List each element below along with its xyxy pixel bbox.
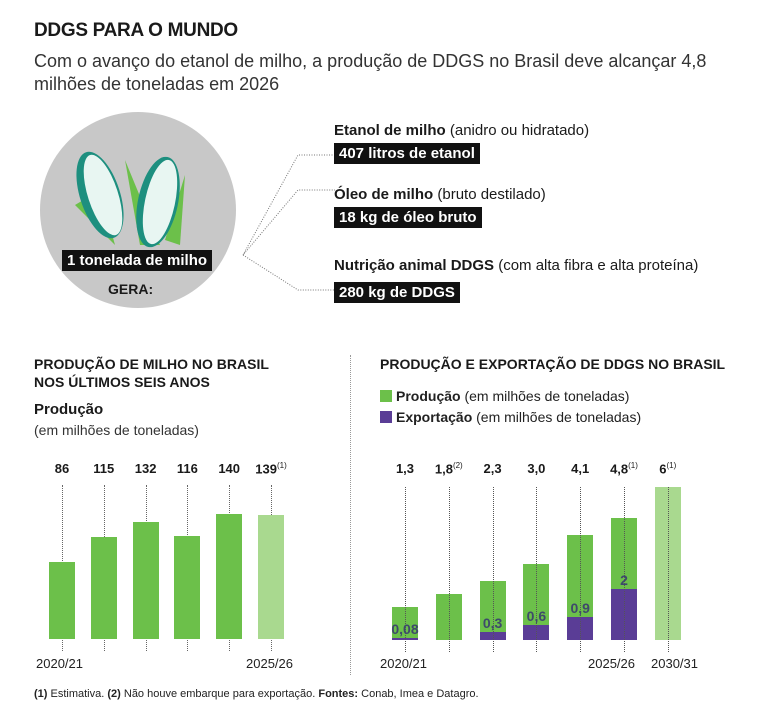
legend-swatch-purple <box>380 411 392 423</box>
value-label: 115 <box>93 461 115 476</box>
legend-exportacao: Exportação (em milhões de toneladas) <box>380 409 641 425</box>
export-label: 0,3 <box>482 615 503 632</box>
value-label: 6(1) <box>659 461 677 477</box>
export-label: 0,9 <box>570 600 590 617</box>
value-label: 139(1) <box>255 461 287 477</box>
bar <box>174 535 201 639</box>
bar <box>132 521 159 639</box>
value-label: 1,3 <box>395 461 415 476</box>
output-ddgs: Nutrição animal DDGS (com alta fibra e a… <box>334 257 699 274</box>
footnote: (1) Estimativa. (2) Não houve embarque p… <box>34 688 479 700</box>
output-oil: Óleo de milho (bruto destilado) <box>334 186 546 203</box>
value-label: 4,8(1) <box>610 461 638 477</box>
connector-lines <box>242 154 335 291</box>
note-marker: (1) <box>666 461 677 470</box>
chart1-yunit: (em milhões de toneladas) <box>34 422 199 438</box>
gridline <box>492 487 494 652</box>
page-title: DDGS PARA O MUNDO <box>34 20 238 41</box>
gridline <box>448 487 450 652</box>
output-ddgs-value: 280 kg de DDGS <box>334 282 460 303</box>
output-oil-value: 18 kg de óleo bruto <box>334 207 482 228</box>
bar <box>258 515 284 639</box>
legend-swatch-green <box>380 390 392 402</box>
value-label: 86 <box>54 461 70 476</box>
output-ethanol: Etanol de milho (anidro ou hidratado) <box>334 122 590 139</box>
value-label: 3,0 <box>527 461 546 476</box>
gridline <box>624 487 625 652</box>
chart2-title: PRODUÇÃO E EXPORTAÇÃO DE DDGS NO BRASIL <box>380 356 726 372</box>
note-marker: (2) <box>452 461 463 470</box>
value-label: 116 <box>176 461 198 476</box>
bar <box>216 514 243 639</box>
output-ethanol-value: 407 litros de etanol <box>334 143 480 164</box>
value-label: 2,3 <box>483 461 502 476</box>
export-label: 2 <box>620 572 628 588</box>
x-tick-label: 2025/26 <box>588 656 635 671</box>
gridline <box>580 487 582 652</box>
legend-producao: Produção (em milhões de toneladas) <box>380 388 629 404</box>
x-tick-label: 2025/26 <box>246 656 293 671</box>
chart1-ylabel: Produção <box>34 401 104 418</box>
value-label: 140 <box>218 461 241 476</box>
subtitle: Com o avanço do etanol de milho, a produ… <box>34 51 707 94</box>
bar <box>90 536 117 639</box>
value-label: 4,1 <box>571 461 590 476</box>
x-tick-label: 2030/31 <box>651 656 698 671</box>
gera-label: GERA: <box>108 281 154 297</box>
divider <box>350 355 351 675</box>
corn-icon <box>75 151 185 248</box>
export-label: 0,6 <box>526 607 547 624</box>
chart1-title: PRODUÇÃO DE MILHO NO BRASIL NOS ÚLTIMOS S… <box>34 356 269 390</box>
value-label: 1,8(2) <box>434 461 463 477</box>
export-label: 0,08 <box>391 620 419 637</box>
bar <box>49 562 75 639</box>
gridline <box>536 487 538 652</box>
note-marker: (1) <box>628 461 638 470</box>
x-tick-label: 2020/21 <box>380 656 427 671</box>
x-tick-label: 2020/21 <box>36 656 83 671</box>
note-marker: (1) <box>276 461 287 470</box>
gridline <box>405 487 406 652</box>
gridline <box>667 487 669 652</box>
input-label: 1 tonelada de milho <box>62 250 213 271</box>
value-label: 132 <box>134 461 157 476</box>
